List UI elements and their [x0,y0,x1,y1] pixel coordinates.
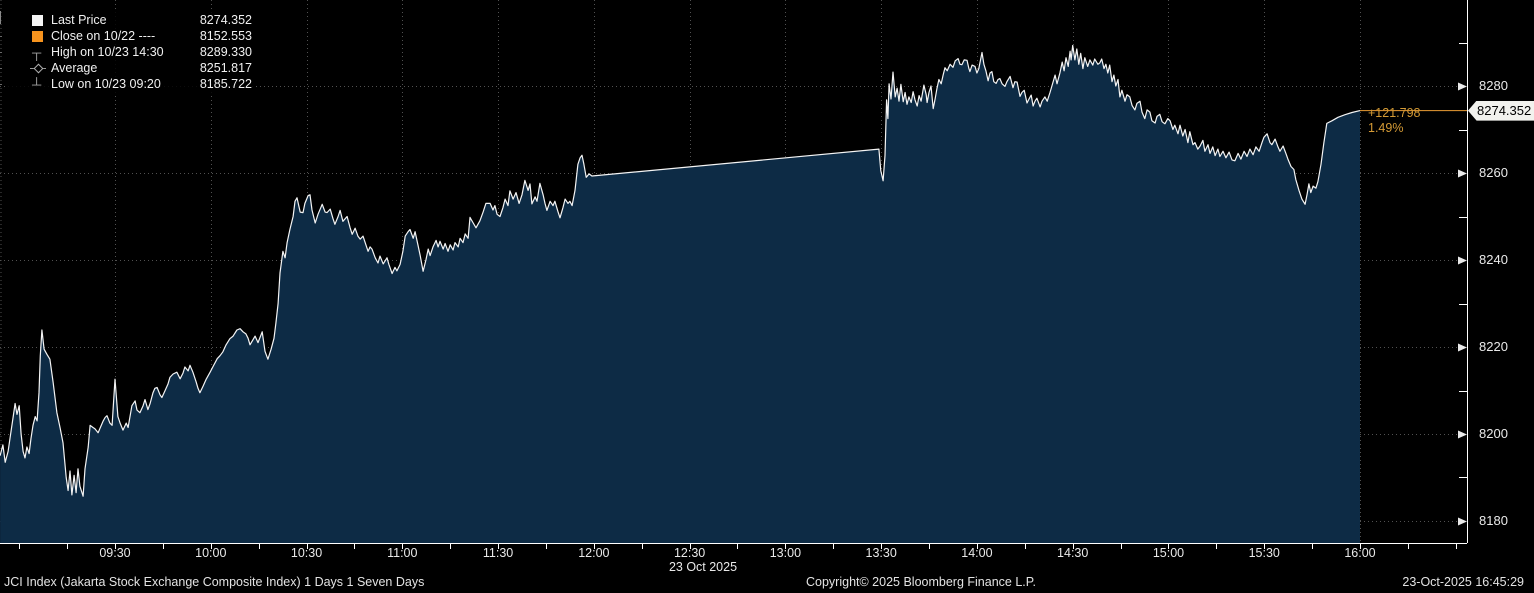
legend-item-white-square[interactable]: Last Price 8274.352 [32,12,252,28]
y-tick-arrow-icon [1458,169,1467,178]
price-line [0,44,1361,497]
footer-copyright: Copyright© 2025 Bloomberg Finance L.P. [806,575,1036,589]
footer-security-description: JCI Index (Jakarta Stock Exchange Compos… [4,575,425,589]
price-area-fill [0,45,1361,543]
legend-item-value: 8185.722 [199,77,252,91]
legend-item-high-tee[interactable]: ┬ High on 10/23 14:30 8289.330 [32,44,252,60]
y-tick-arrow-icon [1458,430,1467,439]
x-axis-tick-label: 13:30 [865,546,897,560]
legend-tree-stub [0,84,2,85]
x-axis-tick-label: 12:00 [578,546,610,560]
x-axis-date-label: 23 Oct 2025 [668,560,738,574]
y-tick-arrow-icon [1458,343,1467,352]
last-price-tag: 8274.352 [1468,100,1534,121]
x-axis-tick-label: 13:00 [769,546,802,560]
x-axis-tick-label: 09:30 [99,546,131,560]
legend-item-value: 8251.817 [199,61,252,75]
change-annotation: +121.798 1.49% [1368,106,1420,136]
change-absolute: +121.798 [1368,105,1421,120]
x-axis-tick-label: 14:00 [961,546,993,560]
legend-item-label: Average [51,61,98,75]
low-tee-icon: ┴ [32,76,42,92]
legend-item-orange-square[interactable]: Close on 10/22 ---- 8152.553 [32,28,252,44]
x-axis-tick-label: 15:00 [1152,546,1185,560]
legend-tree-stub [0,36,2,37]
footer-timestamp: 23-Oct-2025 16:45:29 [1402,575,1524,589]
x-axis-tick-label: 11:30 [482,546,514,560]
x-axis-tick-label: 11:00 [387,546,418,560]
y-axis-tick-label: 8240 [1479,252,1508,267]
y-tick-arrow-icon [1458,256,1467,265]
footer-bar: JCI Index (Jakarta Stock Exchange Compos… [0,573,1534,593]
x-axis-tick-label: 15:30 [1248,546,1280,560]
x-axis-tick-label: 16:00 [1344,546,1376,560]
chart-legend: – Last Price 8274.352 Close on 10/22 ---- 81… [0,9,254,95]
x-axis-tick-label: 10:00 [195,546,227,560]
change-percent: 1.49% [1368,120,1404,135]
high-tee-icon: ┬ [32,44,42,60]
legend-item-label: High on 10/23 14:30 [51,45,164,59]
legend-item-value: 8274.352 [199,13,252,27]
x-axis-tick-label: 14:30 [1057,546,1089,560]
x-axis-tick-label: 10:30 [290,546,323,560]
legend-tree-stub [0,68,2,69]
average-diamond-icon [30,62,47,74]
y-axis-tick-label: 8220 [1479,339,1508,354]
legend-item-value: 8152.553 [199,29,252,43]
legend-item-low-tee[interactable]: ┴ Low on 10/23 09:20 8185.722 [32,76,252,92]
legend-item-label: Last Price [51,13,107,27]
y-axis-tick-label: 8200 [1479,426,1508,441]
legend-tree-stub [0,52,2,53]
y-axis-tick-label: 8260 [1479,165,1508,180]
orange-square-icon [32,30,47,42]
white-square-icon [32,14,47,26]
legend-collapse-button[interactable]: – [0,11,1,24]
y-axis-tick-label: 8280 [1479,78,1508,93]
legend-item-label: Low on 10/23 09:20 [51,77,161,91]
y-tick-arrow-icon [1458,82,1467,91]
y-tick-arrow-icon [1458,517,1467,526]
legend-item-average-diamond[interactable]: Average 8251.817 [30,60,252,76]
legend-item-label: Close on 10/22 ---- [51,29,156,43]
x-axis-tick-label: 12:30 [673,546,706,560]
y-axis-tick-label: 8180 [1479,513,1508,528]
legend-item-value: 8289.330 [199,45,252,59]
